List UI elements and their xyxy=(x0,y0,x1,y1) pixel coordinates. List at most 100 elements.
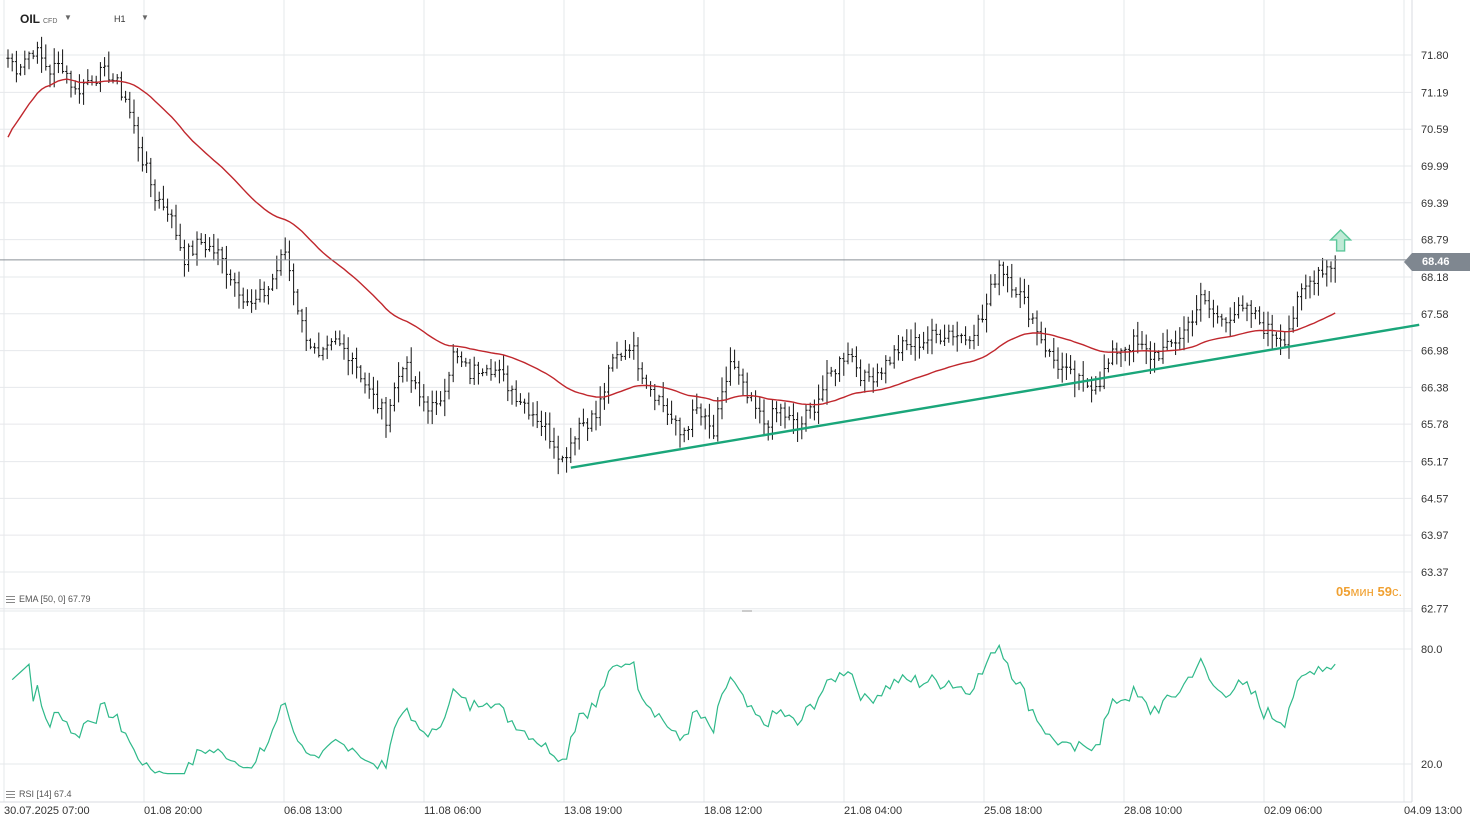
ohlc-bar xyxy=(1001,261,1005,287)
ohlc-bar xyxy=(1274,331,1278,347)
chart-grid xyxy=(0,0,1413,803)
ohlc-bar xyxy=(1211,299,1215,328)
ohlc-bar xyxy=(1018,277,1022,309)
ohlc-bar xyxy=(195,231,199,266)
ohlc-bar xyxy=(388,398,392,433)
ohlc-bar xyxy=(355,347,359,379)
ohlc-bar xyxy=(98,62,102,92)
ohlc-bar xyxy=(35,41,39,64)
ohlc-bar xyxy=(405,356,409,382)
ohlc-bar xyxy=(250,289,254,313)
ohlc-bar xyxy=(577,417,581,450)
x-tick-label: 28.08 10:00 xyxy=(1124,805,1182,817)
ohlc-bar xyxy=(796,412,800,442)
ohlc-bar xyxy=(300,308,304,333)
ohlc-bar xyxy=(241,287,245,309)
ohlc-bar xyxy=(712,414,716,440)
ohlc-bar xyxy=(56,51,60,74)
ohlc-bar xyxy=(586,418,590,441)
ema-indicator-label[interactable]: EMA [50, 0] 67.79 xyxy=(6,594,91,605)
ohlc-bar xyxy=(934,323,938,344)
x-tick-label: 13.08 19:00 xyxy=(564,805,622,817)
ohlc-bar xyxy=(1148,341,1152,375)
menu-icon xyxy=(6,789,15,800)
x-tick-label: 21.08 04:00 xyxy=(844,805,902,817)
y-tick-label: 67.58 xyxy=(1421,309,1449,321)
y-tick-label: 65.78 xyxy=(1421,419,1449,431)
ohlc-bar xyxy=(1102,354,1106,390)
x-tick-label: 04.09 13:00 xyxy=(1404,805,1462,817)
ohlc-bar xyxy=(493,361,497,378)
ohlc-bar xyxy=(166,198,170,222)
ohlc-bar xyxy=(443,378,447,417)
ohlc-bar xyxy=(1022,278,1026,305)
timeframe-chevron-down-icon[interactable]: ▼ xyxy=(141,13,149,22)
ohlc-bar xyxy=(119,71,123,101)
ohlc-bar xyxy=(19,63,23,76)
ohlc-bar xyxy=(565,447,569,473)
ohlc-bar xyxy=(376,380,380,414)
price-series xyxy=(6,36,1337,475)
ohlc-bar xyxy=(1140,331,1144,350)
ohlc-bar xyxy=(863,369,867,393)
ohlc-bar xyxy=(829,366,833,377)
x-tick-label: 30.07.2025 07:00 xyxy=(4,805,90,817)
ohlc-bar xyxy=(1115,342,1119,365)
ohlc-bar xyxy=(1249,300,1253,328)
ohlc-bar xyxy=(1199,282,1203,322)
ohlc-bar xyxy=(1127,344,1131,366)
ohlc-bar xyxy=(1195,295,1199,326)
ohlc-bar xyxy=(233,272,237,297)
ohlc-bar xyxy=(678,417,682,448)
rsi-indicator-label[interactable]: RSI [14] 67.4 xyxy=(6,789,72,800)
ohlc-bar xyxy=(569,427,573,464)
ohlc-bar xyxy=(674,415,678,436)
timer-minutes: 05 xyxy=(1336,584,1351,599)
ohlc-bar xyxy=(292,263,296,306)
timer-seconds: 59 xyxy=(1377,584,1392,599)
ohlc-bar xyxy=(1069,355,1073,375)
ohlc-bar xyxy=(308,338,312,350)
ohlc-bar xyxy=(867,363,871,382)
ohlc-bar xyxy=(334,330,338,345)
ohlc-bar xyxy=(871,367,875,393)
ohlc-bar xyxy=(951,324,955,346)
ohlc-bar xyxy=(359,365,363,383)
ohlc-bar xyxy=(1321,257,1325,278)
symbol-selector[interactable]: OIL CFD xyxy=(20,12,57,26)
ohlc-bar xyxy=(90,75,94,86)
timeframe-label[interactable]: H1 xyxy=(114,14,126,24)
y-tick-label: 62.77 xyxy=(1421,604,1449,616)
ohlc-bar xyxy=(1165,329,1169,351)
ohlc-bar xyxy=(1144,334,1148,365)
ohlc-bar xyxy=(833,369,837,387)
ohlc-bar xyxy=(691,399,695,438)
ohlc-bar xyxy=(468,358,472,385)
ohlc-bar xyxy=(439,391,443,407)
ohlc-bar xyxy=(628,344,632,359)
symbol-chevron-down-icon[interactable]: ▼ xyxy=(64,13,72,22)
ohlc-bar xyxy=(1308,276,1312,299)
ohlc-bar xyxy=(775,401,779,423)
time-axis: 30.07.2025 07:00 01.08 20:00 06.08 13:00 11… xyxy=(4,805,1462,817)
ohlc-bar xyxy=(1216,305,1220,324)
ohlc-bar xyxy=(258,279,262,303)
ohlc-bar xyxy=(581,408,585,427)
ohlc-bar xyxy=(766,420,770,441)
ohlc-bar xyxy=(682,427,686,443)
ohlc-bar xyxy=(140,136,144,172)
ohlc-bar xyxy=(350,352,354,375)
ohlc-bar xyxy=(745,372,749,404)
ohlc-bar xyxy=(342,334,346,360)
ohlc-bar xyxy=(149,157,153,198)
ohlc-bar xyxy=(989,274,993,307)
ohlc-bar xyxy=(124,90,128,103)
ohlc-bar xyxy=(590,410,594,432)
ohlc-bar xyxy=(707,403,711,439)
y-tick-label: 69.39 xyxy=(1421,198,1449,210)
ohlc-bar xyxy=(506,365,510,402)
ohlc-bar xyxy=(392,382,396,412)
rsi-axis: 80.0 20.0 xyxy=(1421,644,1442,771)
ohlc-bar xyxy=(527,392,531,420)
